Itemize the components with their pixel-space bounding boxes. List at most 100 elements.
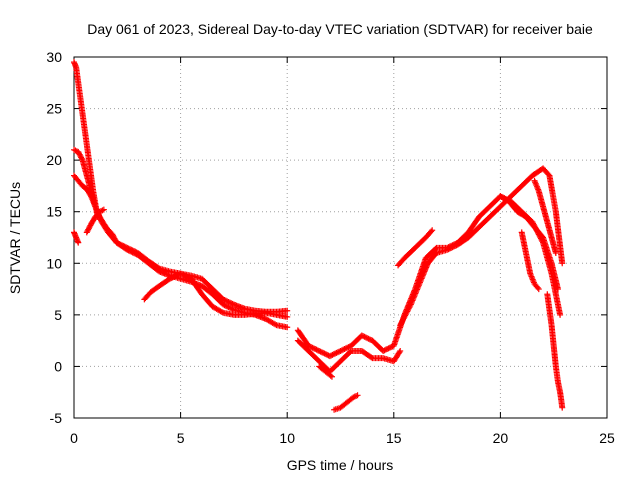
x-tick-label: 25 [599, 430, 615, 446]
data-point [407, 302, 414, 309]
data-point [334, 349, 341, 356]
y-tick-label: 10 [46, 255, 62, 271]
data-point [368, 354, 375, 361]
data-point [559, 404, 566, 411]
data-point [344, 344, 351, 351]
data-point [87, 192, 94, 199]
data-point [342, 345, 349, 352]
data-point [220, 296, 227, 303]
data-point [338, 347, 345, 354]
data-point [312, 346, 319, 353]
data-point [228, 300, 235, 307]
data-point [222, 297, 229, 304]
data-point [129, 249, 136, 256]
data-point [284, 324, 291, 331]
data-point [382, 346, 389, 353]
data-point [182, 273, 189, 280]
data-point [229, 306, 236, 313]
data-point [222, 302, 229, 309]
data-point [72, 147, 79, 154]
data-point [366, 336, 373, 343]
data-point [170, 273, 177, 280]
y-axis-label: SDTVAR / TECUs [7, 182, 23, 294]
data-point [130, 250, 137, 257]
data-point [554, 286, 561, 293]
data-point [184, 273, 191, 280]
chart-title: Day 061 of 2023, Sidereal Day-to-day VTE… [87, 21, 593, 37]
data-point [324, 351, 331, 358]
data-point [446, 245, 453, 252]
data-point [428, 228, 435, 235]
series-arc-10 [331, 392, 361, 413]
x-axis-label: GPS time / hours [287, 457, 394, 473]
data-point [545, 171, 552, 178]
series-arc-3 [71, 172, 291, 331]
y-tick-label: 30 [46, 49, 62, 65]
series-arc-13 [497, 193, 561, 293]
data-point [225, 304, 232, 311]
data-point [124, 246, 131, 253]
data-point [326, 353, 333, 360]
data-point [354, 392, 361, 399]
data-point [178, 271, 185, 278]
data-point [332, 350, 339, 357]
data-point [320, 349, 327, 356]
data-point [220, 301, 227, 308]
data-point [361, 333, 368, 340]
data-point [535, 286, 542, 293]
x-tick-label: 20 [493, 430, 509, 446]
data-point [221, 297, 228, 304]
data-point [306, 343, 313, 350]
data-point [316, 347, 323, 354]
x-tick-label: 15 [386, 430, 402, 446]
data-point [534, 284, 541, 291]
data-point [308, 344, 315, 351]
y-tick-label: 15 [46, 204, 62, 220]
data-point [173, 272, 180, 279]
y-tick-label: -5 [50, 410, 63, 426]
data-point [174, 271, 181, 278]
data-point [224, 303, 231, 310]
data-point [358, 332, 365, 339]
data-point [397, 347, 404, 354]
y-tick-label: 20 [46, 152, 62, 168]
data-point [380, 347, 387, 354]
data-point [448, 244, 455, 251]
data-point [100, 206, 107, 213]
data-point [336, 348, 343, 355]
data-point [284, 307, 291, 314]
data-point [132, 250, 139, 257]
series-arc-1 [71, 59, 101, 220]
data-point [226, 299, 233, 306]
y-tick-label: 0 [54, 358, 62, 374]
data-point [329, 351, 336, 358]
data-point [309, 344, 316, 351]
data-point [362, 334, 369, 341]
data-point [310, 345, 317, 352]
data-point [126, 248, 133, 255]
data-point [226, 304, 233, 311]
data-point [388, 344, 395, 351]
data-point [444, 246, 451, 253]
data-point [321, 350, 328, 357]
data-point [228, 305, 235, 312]
data-point [322, 351, 329, 358]
data-point [168, 275, 175, 282]
data-point [128, 248, 135, 255]
data-point [313, 346, 320, 353]
data-point [345, 344, 352, 351]
data-point [365, 335, 372, 342]
data-point [360, 333, 367, 340]
data-point [327, 372, 334, 379]
data-point [314, 347, 321, 354]
data-point [221, 302, 228, 309]
series-arc-9 [316, 363, 335, 380]
data-point [166, 275, 173, 282]
data-point [317, 348, 324, 355]
x-tick-label: 10 [279, 430, 295, 446]
data-point [386, 344, 393, 351]
series-arc-8 [294, 337, 404, 375]
x-tick-label: 0 [70, 430, 78, 446]
data-point [333, 349, 340, 356]
data-point [172, 273, 179, 280]
